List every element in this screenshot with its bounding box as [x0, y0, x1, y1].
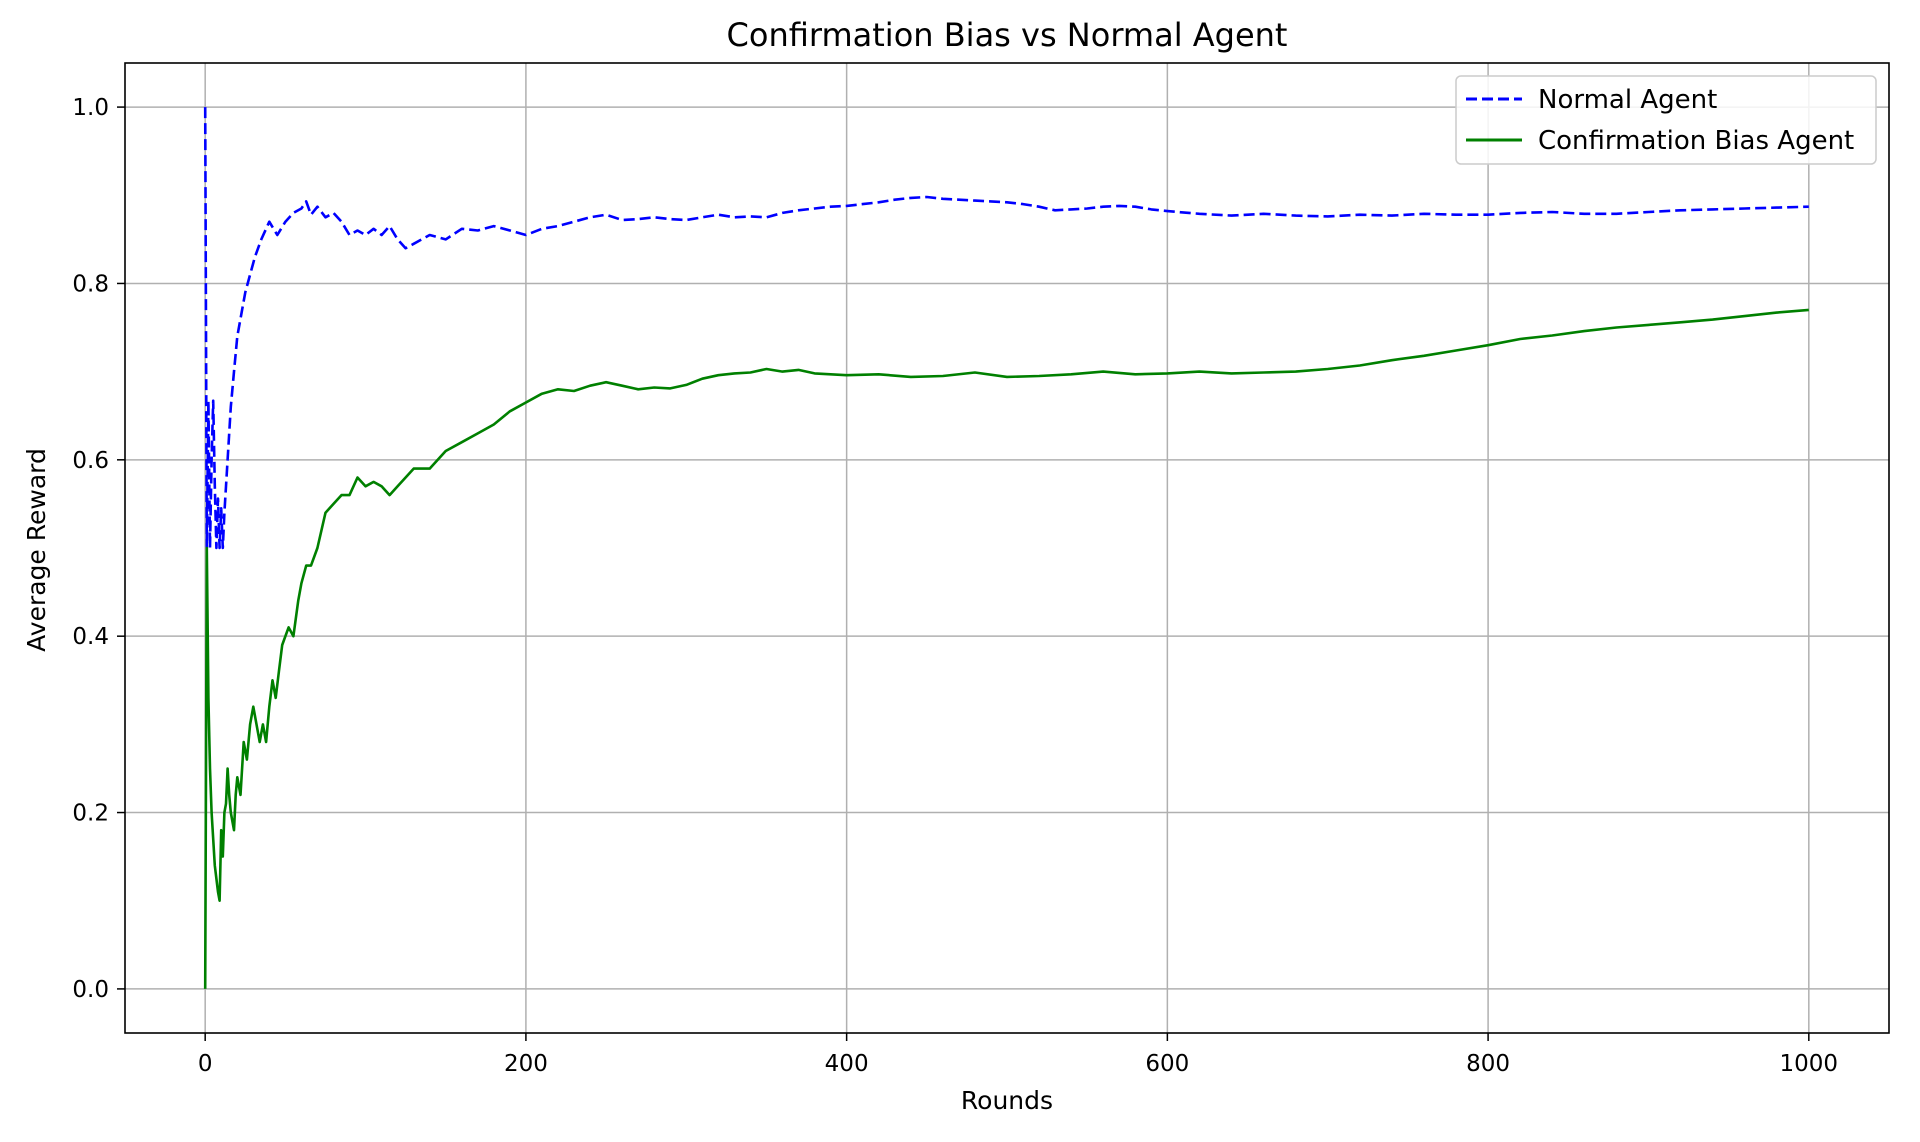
y-tick-label: 0.0	[72, 977, 109, 1003]
legend-label-confirmation-bias-agent: Confirmation Bias Agent	[1538, 126, 1854, 156]
series-line-confirmation-bias-agent	[203, 308, 1809, 989]
y-tick-label: 0.2	[72, 801, 109, 827]
legend: Normal Agent Confirmation Bias Agent	[1455, 75, 1877, 165]
y-tick-label: 1.0	[72, 95, 109, 121]
plot-area	[124, 62, 1890, 1034]
y-tick-label: 0.4	[72, 624, 109, 650]
series-line-normal-agent	[203, 107, 1809, 550]
x-tick-label: 0	[198, 1051, 213, 1077]
x-tick-label: 400	[825, 1051, 869, 1077]
x-axis-label: Rounds	[961, 1086, 1053, 1115]
axis-ticks: 0 200 400 600 800 1000 0.0 0.2 0.4 0.6 0.8 1.0	[72, 95, 1838, 1077]
x-tick-label: 1000	[1780, 1051, 1839, 1077]
chart-title: Confirmation Bias vs Normal Agent	[727, 16, 1288, 54]
y-tick-label: 0.8	[72, 271, 109, 297]
x-tick-label: 200	[504, 1051, 548, 1077]
y-tick-label: 0.6	[72, 448, 109, 474]
grid	[125, 63, 1889, 1033]
x-tick-label: 600	[1145, 1051, 1189, 1077]
x-tick-label: 800	[1466, 1051, 1510, 1077]
y-axis-label: Average Reward	[22, 448, 51, 652]
series-group	[203, 107, 1809, 989]
legend-label-normal-agent: Normal Agent	[1538, 85, 1717, 115]
legend-box	[1455, 75, 1877, 165]
